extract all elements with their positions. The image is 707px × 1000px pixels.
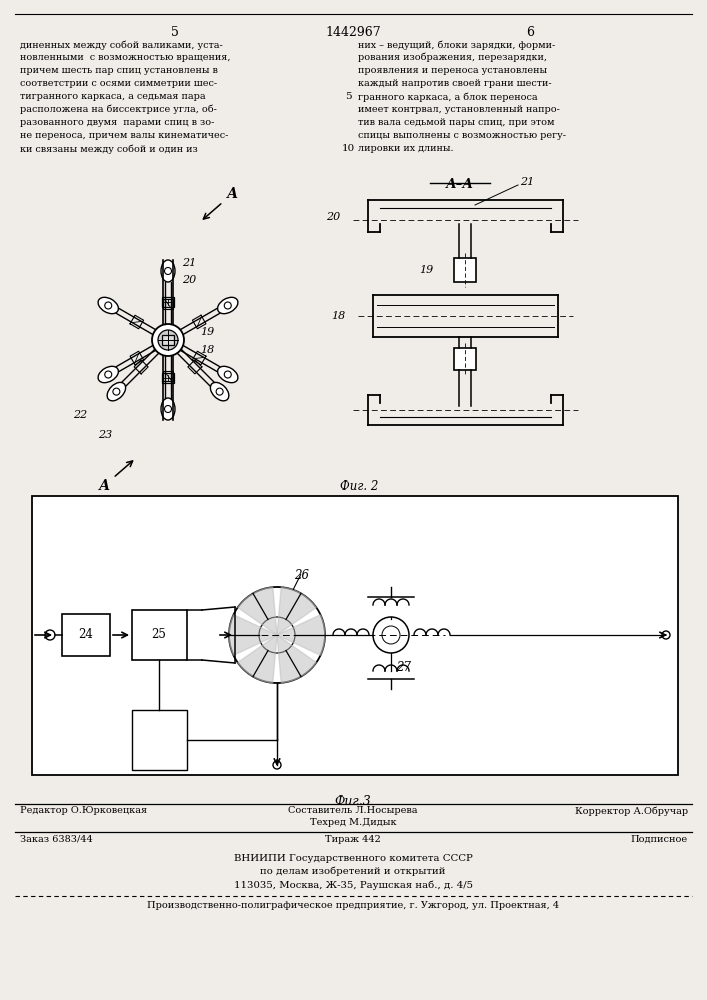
Circle shape <box>224 371 231 378</box>
Text: 26: 26 <box>295 569 310 582</box>
Text: лировки их длины.: лировки их длины. <box>358 144 453 153</box>
Text: новленными  с возможностью вращения,: новленными с возможностью вращения, <box>20 53 230 62</box>
Ellipse shape <box>98 297 118 314</box>
Ellipse shape <box>161 260 175 282</box>
Text: 18: 18 <box>200 345 214 355</box>
Polygon shape <box>277 635 316 683</box>
Polygon shape <box>277 615 325 655</box>
Text: Фиг.3: Фиг.3 <box>334 795 371 808</box>
Bar <box>454 348 476 370</box>
Circle shape <box>165 267 172 274</box>
Text: Техред М.Дидык: Техред М.Дидык <box>310 818 397 827</box>
Text: расположена на биссектрисе угла, об-: расположена на биссектрисе угла, об- <box>20 105 217 114</box>
Text: разованного двумя  парами спиц в зо-: разованного двумя парами спиц в зо- <box>20 118 214 127</box>
Text: ВНИИПИ Государственного комитета СССР: ВНИИПИ Государственного комитета СССР <box>233 854 472 863</box>
Circle shape <box>259 617 295 653</box>
Circle shape <box>158 330 178 350</box>
Circle shape <box>165 406 172 412</box>
Text: 19: 19 <box>419 265 433 275</box>
Text: А–А: А–А <box>446 178 474 191</box>
Text: 10: 10 <box>341 144 355 153</box>
Circle shape <box>224 302 231 309</box>
Text: проявления и переноса установлены: проявления и переноса установлены <box>358 66 547 75</box>
Text: Фиг. 2: Фиг. 2 <box>340 480 378 493</box>
Bar <box>132 610 187 660</box>
Bar <box>162 373 174 383</box>
Circle shape <box>105 302 112 309</box>
Text: причем шесть пар спиц установлены в: причем шесть пар спиц установлены в <box>20 66 218 75</box>
Text: не переноса, причем валы кинематичес-: не переноса, причем валы кинематичес- <box>20 131 228 140</box>
Text: 27: 27 <box>396 661 411 674</box>
Text: Тираж 442: Тираж 442 <box>325 835 381 844</box>
Text: А: А <box>226 187 238 201</box>
Text: гранного каркаса, а блок переноса: гранного каркаса, а блок переноса <box>358 92 537 102</box>
Text: соответстрии с осями симметрии шес-: соответстрии с осями симметрии шес- <box>20 79 217 88</box>
Circle shape <box>105 371 112 378</box>
Text: 20: 20 <box>182 275 197 285</box>
Ellipse shape <box>211 382 229 401</box>
Text: Корректор А.Обручар: Корректор А.Обручар <box>575 806 688 816</box>
Text: 113035, Москва, Ж-35, Раушская наб., д. 4/5: 113035, Москва, Ж-35, Раушская наб., д. … <box>233 880 472 890</box>
Text: 5: 5 <box>171 26 179 39</box>
Text: ки связаны между собой и один из: ки связаны между собой и один из <box>20 144 198 153</box>
Text: 1442967: 1442967 <box>325 26 381 39</box>
Bar <box>132 710 187 770</box>
Circle shape <box>229 587 325 683</box>
Text: 24: 24 <box>78 629 93 642</box>
Text: спицы выполнены с возможностью регу-: спицы выполнены с возможностью регу- <box>358 131 566 140</box>
Text: 6: 6 <box>526 26 534 39</box>
Bar <box>454 258 476 282</box>
Ellipse shape <box>98 366 118 383</box>
Polygon shape <box>238 635 277 683</box>
Text: 21: 21 <box>520 177 534 187</box>
Ellipse shape <box>218 366 238 383</box>
Text: 21: 21 <box>182 258 197 268</box>
Ellipse shape <box>218 297 238 314</box>
Text: А: А <box>98 479 110 493</box>
Bar <box>162 297 174 307</box>
Text: 20: 20 <box>326 212 340 222</box>
Text: диненных между собой валиками, уста-: диненных между собой валиками, уста- <box>20 40 223 49</box>
Text: 22: 22 <box>73 410 87 420</box>
Text: Редактор О.Юрковецкая: Редактор О.Юрковецкая <box>20 806 147 815</box>
Polygon shape <box>277 587 316 635</box>
Bar <box>32 496 678 775</box>
Text: 19: 19 <box>200 327 214 337</box>
Circle shape <box>152 324 184 356</box>
Text: 5: 5 <box>345 92 351 101</box>
Text: имеет контрвал, установленный напро-: имеет контрвал, установленный напро- <box>358 105 560 114</box>
Bar <box>162 335 174 345</box>
Bar <box>62 614 110 656</box>
Text: тигранного каркаса, а седьмая пара: тигранного каркаса, а седьмая пара <box>20 92 206 101</box>
Text: каждый напротив своей грани шести-: каждый напротив своей грани шести- <box>358 79 551 88</box>
Text: Подписное: Подписное <box>631 835 688 844</box>
Text: по делам изобретений и открытий: по делам изобретений и открытий <box>260 867 445 876</box>
Text: Составитель Л.Носырева: Составитель Л.Носырева <box>288 806 418 815</box>
Text: 18: 18 <box>331 311 345 321</box>
Polygon shape <box>238 587 277 635</box>
Text: Заказ 6383/44: Заказ 6383/44 <box>20 835 93 844</box>
Text: Производственно-полиграфическое предприятие, г. Ужгород, ул. Проектная, 4: Производственно-полиграфическое предприя… <box>147 901 559 910</box>
Text: 25: 25 <box>151 629 166 642</box>
Text: рования изображения, перезарядки,: рования изображения, перезарядки, <box>358 53 547 62</box>
Circle shape <box>373 617 409 653</box>
Circle shape <box>113 388 120 395</box>
Ellipse shape <box>107 382 126 401</box>
Polygon shape <box>229 615 277 655</box>
Circle shape <box>216 388 223 395</box>
Ellipse shape <box>161 398 175 420</box>
Text: 23: 23 <box>98 430 112 440</box>
Text: тив вала седьмой пары спиц, при этом: тив вала седьмой пары спиц, при этом <box>358 118 554 127</box>
Text: них – ведущий, блоки зарядки, форми-: них – ведущий, блоки зарядки, форми- <box>358 40 555 49</box>
